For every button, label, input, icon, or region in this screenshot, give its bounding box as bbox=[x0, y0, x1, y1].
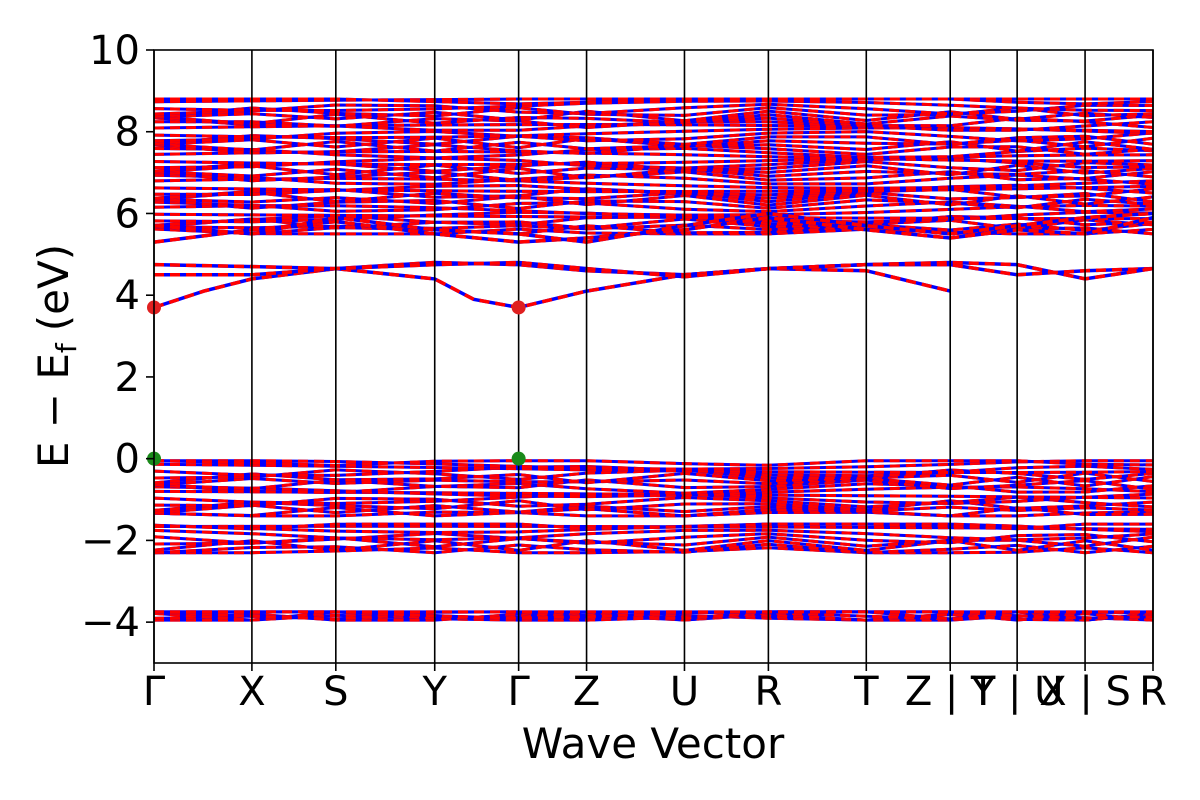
band-edge-marker-3 bbox=[511, 451, 526, 466]
x-tick-label-11: X | S bbox=[1039, 669, 1131, 715]
y-tick-label-7: 10 bbox=[89, 28, 140, 74]
x-tick-label-2: S bbox=[323, 669, 348, 715]
y-tick-label-3: 2 bbox=[115, 355, 140, 401]
x-tick-label-3: Y bbox=[422, 669, 448, 715]
y-tick-label-1: −2 bbox=[81, 518, 140, 564]
plot-frame bbox=[153, 49, 1154, 664]
band-edge-marker-1 bbox=[511, 300, 526, 315]
x-tick-label-1: X bbox=[238, 669, 265, 715]
y-axis: −4 −2 0 2 4 6 8 10 bbox=[81, 28, 154, 646]
x-tick-label-6: U bbox=[670, 669, 699, 715]
x-tick-label-5: Z bbox=[573, 669, 600, 715]
y-axis-label-unit: (eV) bbox=[29, 244, 78, 331]
x-tick-label-7: R bbox=[754, 669, 782, 715]
y-tick-label-0: −4 bbox=[81, 600, 140, 646]
y-tick-label-6: 8 bbox=[115, 110, 140, 156]
x-tick-label-10: T | U bbox=[970, 669, 1064, 715]
x-tick-label-4: Γ bbox=[507, 669, 530, 715]
x-tick-label-12: R bbox=[1139, 669, 1167, 715]
y-tick-label-2: 0 bbox=[115, 437, 140, 483]
y-axis-label: E − Ef (eV) bbox=[29, 244, 83, 468]
y-tick-label-5: 6 bbox=[115, 191, 140, 237]
high-symmetry-lines bbox=[153, 50, 1154, 663]
x-tick-label-8: T bbox=[853, 669, 879, 715]
x-axis-label: Wave Vector bbox=[522, 719, 785, 768]
y-tick-label-4: 4 bbox=[115, 273, 140, 319]
y-axis-label-subscript: f bbox=[50, 342, 83, 353]
y-axis-label-main: E − E bbox=[29, 353, 78, 468]
x-tick-label-0: Γ bbox=[143, 669, 166, 715]
x-tick-label-9: Z | Y bbox=[905, 669, 996, 715]
